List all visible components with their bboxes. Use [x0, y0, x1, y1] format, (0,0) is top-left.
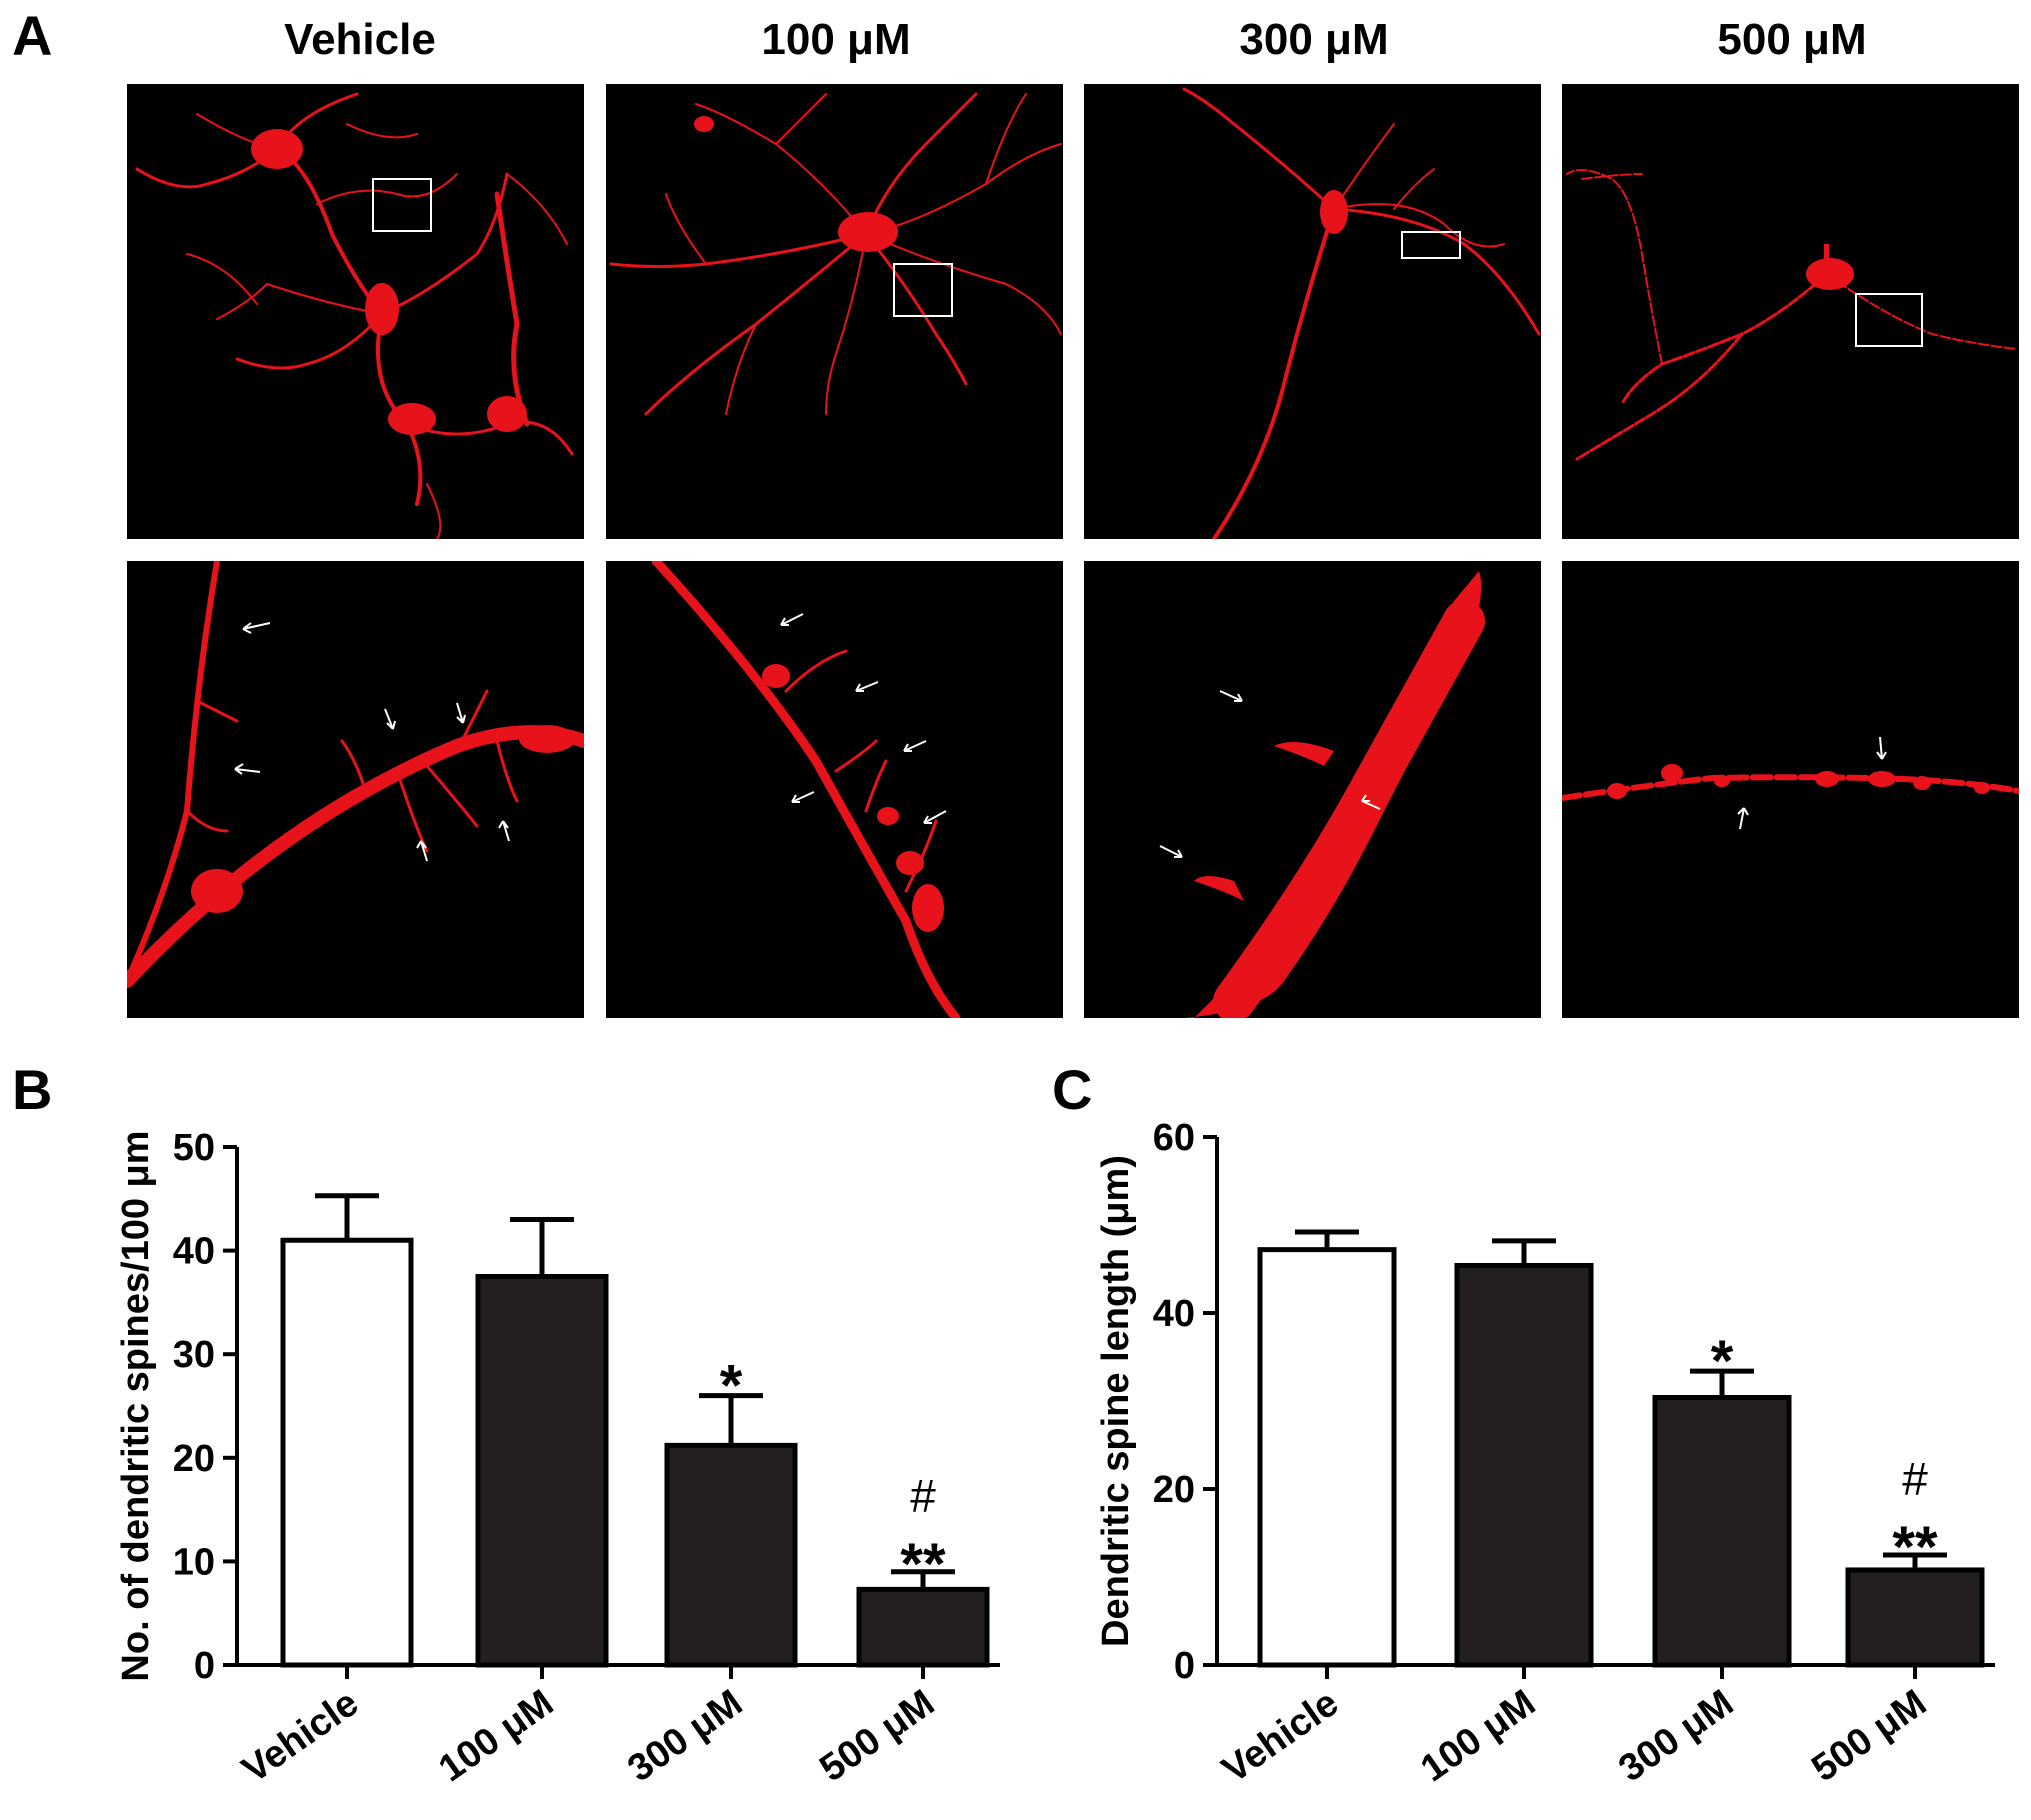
chart-c-significance-label: **	[1892, 1515, 1938, 1580]
chart-b-significance-top-label: #	[910, 1470, 936, 1522]
column-title-500um: 500 μM	[1717, 15, 1867, 64]
chart-c-x-tick-label: Vehicle	[1215, 1682, 1346, 1792]
micrograph-vehicle-overview	[127, 84, 584, 539]
chart-c-y-axis-label: Dendritic spine length (μm)	[1095, 1155, 1137, 1647]
panel-label-a: A	[12, 4, 53, 67]
column-title-100um: 100 μM	[761, 15, 911, 64]
micrograph-500um-overview-image	[1566, 169, 2018, 461]
micrograph-100um-overview	[606, 84, 1063, 539]
chart-c-y-tick-label: 40	[1153, 1293, 1195, 1335]
chart-c-x-tick-label: 500 μM	[1805, 1682, 1935, 1790]
chart-c-significance-top-label: #	[1902, 1453, 1928, 1505]
chart-b-x-tick-label: 100 μM	[432, 1682, 562, 1790]
micrograph-vehicle-overview-image	[135, 92, 574, 539]
micrograph-100um-zoom	[606, 561, 1063, 1018]
panel-label-c: C	[1052, 1058, 1093, 1121]
chart-b-y-tick-label: 40	[173, 1231, 215, 1273]
bar-charts: 0 10 20 30 40 50 No. of dendritic spines/100 μ…	[0, 1040, 2031, 1820]
panel-label-b: B	[12, 1058, 53, 1121]
chart-b-y-tick-label: 0	[194, 1645, 215, 1687]
chart-b-y-tick-label: 20	[173, 1438, 215, 1480]
chart-b-bar-0	[280, 1237, 414, 1668]
chart-c-x-tick-label: 300 μM	[1612, 1682, 1742, 1790]
chart-c-bar-3	[1845, 1567, 1985, 1668]
micrograph-100um-overview-image	[609, 92, 1062, 416]
chart-b-y-tick-label: 50	[173, 1127, 215, 1169]
micrograph-300um-overview	[1084, 84, 1541, 539]
chart-b-x-tick-label: Vehicle	[235, 1682, 366, 1792]
chart-b-bar-1	[475, 1274, 609, 1668]
micrograph-vehicle-zoom	[127, 561, 584, 1018]
column-title-300um: 300 μM	[1239, 15, 1389, 64]
chart-b-bar-2	[664, 1442, 798, 1668]
chart-c-bar-0	[1257, 1247, 1397, 1668]
micrograph-500um-zoom-image	[1562, 736, 2019, 830]
chart-b-significance-label: **	[900, 1532, 946, 1597]
chart-b-y-tick-label: 10	[173, 1541, 215, 1583]
chart-b-x-tick-label: 500 μM	[813, 1682, 943, 1790]
micrograph-300um-overview-image	[1182, 87, 1541, 539]
chart-c-significance-label: *	[1711, 1329, 1734, 1394]
chart-c-bar-1	[1454, 1262, 1594, 1668]
chart-c-bar-2	[1652, 1394, 1792, 1668]
chart-c-y-tick-label: 60	[1153, 1117, 1195, 1159]
chart-c-y-tick-label: 20	[1153, 1469, 1195, 1511]
chart-b-y-axis-label: No. of dendritic spines/100 μm	[115, 1130, 157, 1681]
chart-c-y-tick-label: 0	[1174, 1645, 1195, 1687]
micrograph-500um-zoom	[1562, 561, 2019, 1018]
micrograph-vehicle-zoom-image	[127, 561, 584, 988]
micrograph-300um-zoom	[1084, 561, 1541, 1018]
chart-b-x-tick-label: 300 μM	[621, 1682, 751, 1790]
micrograph-300um-zoom-image	[1159, 571, 1485, 1018]
chart-b-y-tick-label: 30	[173, 1334, 215, 1376]
micrograph-100um-zoom-image	[651, 561, 961, 1018]
chart-b-significance-label: *	[720, 1354, 743, 1419]
chart-b-bar-3	[856, 1586, 990, 1668]
column-title-vehicle: Vehicle	[284, 15, 436, 64]
chart-c-x-tick-label: 100 μM	[1414, 1682, 1544, 1790]
micrograph-500um-overview	[1562, 84, 2019, 539]
bar-charts-canvas: 0 10 20 30 40 50 No. of dendritic spines/100 μ…	[115, 1117, 1995, 1792]
